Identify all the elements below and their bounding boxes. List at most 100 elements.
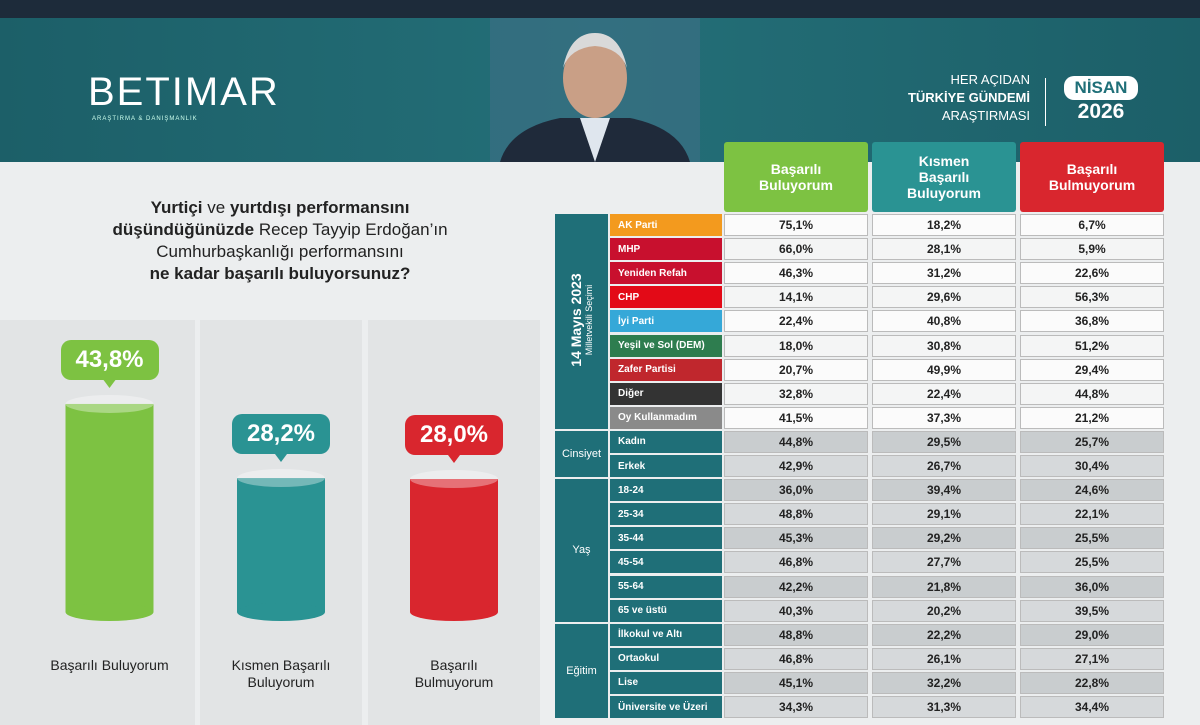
value-cell: 48,8% bbox=[724, 503, 868, 526]
value-cell: 29,5% bbox=[872, 430, 1016, 453]
row-label: Oy Kullanmadım bbox=[610, 406, 722, 429]
row-label: MHP bbox=[610, 238, 722, 261]
value-cell: 32,2% bbox=[872, 671, 1016, 694]
question-line: ne kadar başarılı buluyorsunuz? bbox=[60, 263, 500, 285]
question-text: ve bbox=[202, 198, 230, 217]
value-cell: 56,3% bbox=[1020, 286, 1164, 309]
badge-pointer bbox=[448, 455, 460, 463]
row-label: Üniversite ve Üzeri bbox=[610, 696, 722, 719]
group-sublabel: Milletvekili Seçimi bbox=[584, 285, 594, 356]
value-cell: 29,4% bbox=[1020, 358, 1164, 381]
top-strip bbox=[0, 0, 1200, 18]
value-cell: 20,7% bbox=[724, 358, 868, 381]
value-cell: 6,7% bbox=[1020, 214, 1164, 237]
value-cell: 21,2% bbox=[1020, 406, 1164, 429]
value-cell: 42,9% bbox=[724, 455, 868, 478]
category-label: Başarılı Bulmuyorum bbox=[414, 657, 494, 690]
value-cell: 20,2% bbox=[872, 599, 1016, 622]
value-cell: 44,8% bbox=[1020, 382, 1164, 405]
value-cell: 5,9% bbox=[1020, 238, 1164, 261]
row-label: 18-24 bbox=[610, 479, 722, 502]
value-cell: 39,4% bbox=[872, 479, 1016, 502]
value-cell: 25,5% bbox=[1020, 551, 1164, 574]
group-label-wrap: 14 Mayıs 2023 Milletvekili Seçimi bbox=[568, 220, 594, 420]
logo-sub: ARAŞTIRMA & DANIŞMANLIK bbox=[92, 116, 198, 122]
bar bbox=[65, 394, 154, 621]
value-cell: 21,8% bbox=[872, 575, 1016, 598]
value-cell: 30,4% bbox=[1020, 455, 1164, 478]
value-cell: 22,8% bbox=[1020, 671, 1164, 694]
row-label: Erkek bbox=[610, 455, 722, 478]
value-cell: 51,2% bbox=[1020, 334, 1164, 357]
value-cell: 48,8% bbox=[724, 623, 868, 646]
value-cell: 46,8% bbox=[724, 551, 868, 574]
question-line: Yurtiçi ve yurtdışı performansını bbox=[60, 197, 500, 219]
value-cell: 75,1% bbox=[724, 214, 868, 237]
value-cell: 41,5% bbox=[724, 406, 868, 429]
portrait bbox=[490, 18, 700, 162]
column-header: Başarılı Bulmuyorum bbox=[1020, 142, 1164, 212]
category-label: Kısmen Başarılı Buluyorum bbox=[231, 657, 331, 690]
row-label: Kadın bbox=[610, 430, 722, 453]
question: Yurtiçi ve yurtdışı performansını düşündü… bbox=[60, 197, 500, 285]
value-cell: 42,2% bbox=[724, 575, 868, 598]
value-cell: 36,0% bbox=[1020, 575, 1164, 598]
value-cell: 25,5% bbox=[1020, 527, 1164, 550]
value-cell: 22,1% bbox=[1020, 503, 1164, 526]
question-text: Yurtiçi bbox=[150, 198, 203, 217]
value-cell: 31,2% bbox=[872, 262, 1016, 285]
question-text: düşündüğünüzde bbox=[112, 220, 255, 239]
value-cell: 40,8% bbox=[872, 310, 1016, 333]
survey-line: TÜRKİYE GÜNDEMİ bbox=[907, 90, 1030, 105]
value-label: 28,2% bbox=[232, 414, 330, 455]
value-cell: 22,2% bbox=[872, 623, 1016, 646]
value-cell: 45,3% bbox=[724, 527, 868, 550]
row-label: AK Parti bbox=[610, 214, 722, 237]
row-label: Lise bbox=[610, 671, 722, 694]
row-label: 65 ve üstü bbox=[610, 599, 722, 622]
value-cell: 29,1% bbox=[872, 503, 1016, 526]
group-cell: 14 Mayıs 2023 Milletvekili Seçimi bbox=[555, 214, 608, 429]
value-cell: 25,7% bbox=[1020, 430, 1164, 453]
row-label: Zafer Partisi bbox=[610, 358, 722, 381]
value-cell: 26,1% bbox=[872, 647, 1016, 670]
value-cell: 30,8% bbox=[872, 334, 1016, 357]
bar bbox=[237, 469, 325, 621]
value-cell: 66,0% bbox=[724, 238, 868, 261]
value-cell: 24,6% bbox=[1020, 479, 1164, 502]
badge-pointer bbox=[275, 454, 287, 463]
value-label: 28,0% bbox=[405, 415, 503, 455]
value-cell: 26,7% bbox=[872, 455, 1016, 478]
value-cell: 34,4% bbox=[1020, 696, 1164, 719]
group-cell: Cinsiyet bbox=[555, 430, 608, 478]
value-cell: 46,8% bbox=[724, 647, 868, 670]
group-cell: Eğitim bbox=[555, 623, 608, 719]
question-text: yurtdışı performansını bbox=[229, 198, 410, 217]
value-cell: 36,8% bbox=[1020, 310, 1164, 333]
value-cell: 27,1% bbox=[1020, 647, 1164, 670]
column-header: Kısmen Başarılı Buluyorum bbox=[872, 142, 1016, 212]
value-cell: 31,3% bbox=[872, 696, 1016, 719]
value-cell: 45,1% bbox=[724, 671, 868, 694]
group-cell: Yaş bbox=[555, 479, 608, 622]
row-label: İlkokul ve Altı bbox=[610, 623, 722, 646]
value-cell: 22,4% bbox=[872, 382, 1016, 405]
value-cell: 44,8% bbox=[724, 430, 868, 453]
column-header: Başarılı Buluyorum bbox=[724, 142, 868, 212]
value-cell: 46,3% bbox=[724, 262, 868, 285]
row-label: 35-44 bbox=[610, 527, 722, 550]
value-cell: 18,2% bbox=[872, 214, 1016, 237]
category-label: Başarılı Buluyorum bbox=[50, 657, 169, 673]
value-cell: 36,0% bbox=[724, 479, 868, 502]
value-cell: 29,0% bbox=[1020, 623, 1164, 646]
row-label: Ortaokul bbox=[610, 647, 722, 670]
row-label: Yeniden Refah bbox=[610, 262, 722, 285]
question-line: düşündüğünüzde Recep Tayyip Erdoğan’ın bbox=[60, 219, 500, 241]
question-text: Recep Tayyip Erdoğan’ın bbox=[254, 220, 448, 239]
value-cell: 49,9% bbox=[872, 358, 1016, 381]
question-text: Cumhurbaşkanlığı performansını bbox=[156, 242, 404, 261]
row-label: İyi Parti bbox=[610, 310, 722, 333]
year: 2026 bbox=[1077, 100, 1125, 123]
value-cell: 39,5% bbox=[1020, 599, 1164, 622]
